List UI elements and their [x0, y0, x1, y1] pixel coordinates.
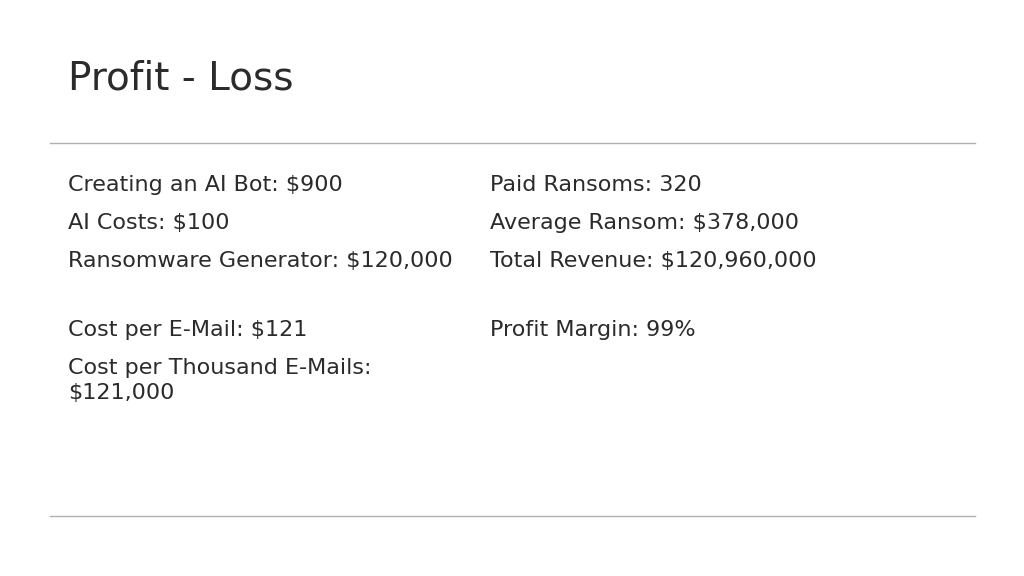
Text: Average Ransom: $378,000: Average Ransom: $378,000: [490, 213, 799, 233]
Text: Cost per Thousand E-Mails:
$121,000: Cost per Thousand E-Mails: $121,000: [68, 358, 372, 403]
Text: Total Revenue: $120,960,000: Total Revenue: $120,960,000: [490, 251, 816, 271]
Text: Creating an AI Bot: $900: Creating an AI Bot: $900: [68, 175, 343, 195]
Text: Profit Margin: 99%: Profit Margin: 99%: [490, 320, 695, 340]
Text: Paid Ransoms: 320: Paid Ransoms: 320: [490, 175, 701, 195]
Text: Profit - Loss: Profit - Loss: [68, 60, 294, 98]
Text: Ransomware Generator: $120,000: Ransomware Generator: $120,000: [68, 251, 453, 271]
Text: AI Costs: $100: AI Costs: $100: [68, 213, 229, 233]
Text: Cost per E-Mail: $121: Cost per E-Mail: $121: [68, 320, 307, 340]
